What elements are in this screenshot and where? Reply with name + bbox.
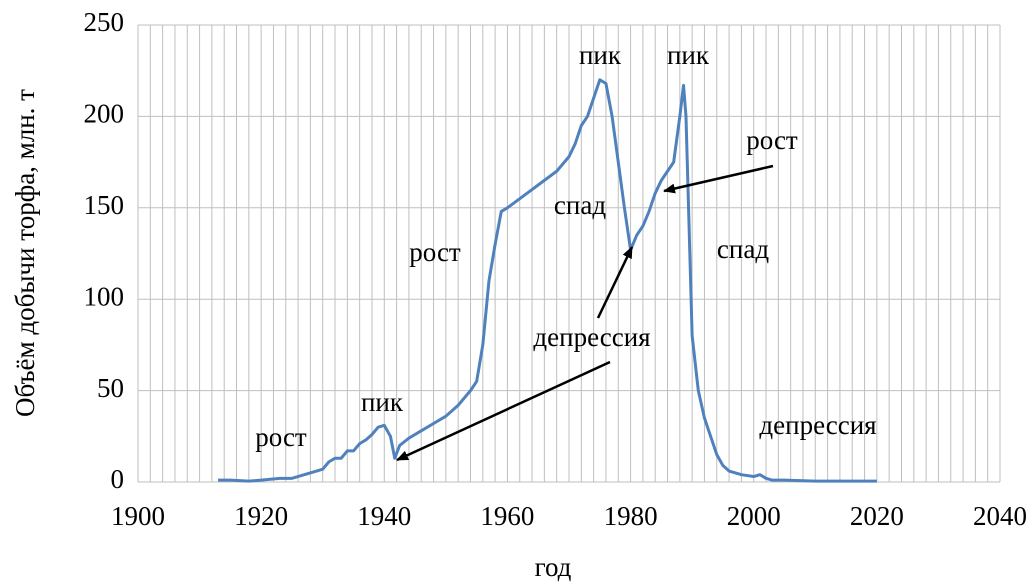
arrow — [596, 246, 634, 319]
annotation: спад — [554, 190, 606, 220]
y-axis-label: Объём добычи торфа, млн. т — [10, 89, 40, 417]
annotation: рост — [409, 237, 461, 267]
marks — [218, 78, 877, 483]
y-tick-label: 100 — [84, 281, 125, 311]
annotation: депрессия — [759, 410, 876, 440]
y-tick-label: 0 — [111, 464, 125, 494]
grid — [137, 24, 1001, 483]
annotation: депрессия — [533, 322, 650, 352]
annotation: пик — [361, 387, 404, 417]
arrow — [663, 164, 774, 194]
data-line — [218, 78, 877, 483]
x-tick-label: 2000 — [727, 501, 781, 531]
x-tick-label: 1920 — [234, 501, 288, 531]
annotation: рост — [255, 422, 307, 452]
x-tick-label: 2020 — [850, 501, 904, 531]
x-tick-label: 1960 — [480, 501, 534, 531]
y-tick-label: 200 — [84, 99, 125, 129]
annotation: пик — [667, 40, 710, 70]
arrow — [396, 360, 611, 462]
annotation: пик — [579, 40, 622, 70]
annotation: спад — [717, 234, 769, 264]
y-tick-label: 50 — [97, 373, 124, 403]
annotation: рост — [746, 125, 798, 155]
x-axis-label: год — [535, 552, 572, 582]
x-tick-label: 1940 — [357, 501, 411, 531]
y-tick-label: 150 — [84, 190, 125, 220]
x-tick-label: 2040 — [973, 501, 1027, 531]
x-tick-label: 1900 — [111, 501, 165, 531]
x-tick-label: 1980 — [604, 501, 658, 531]
y-tick-label: 250 — [84, 7, 125, 37]
